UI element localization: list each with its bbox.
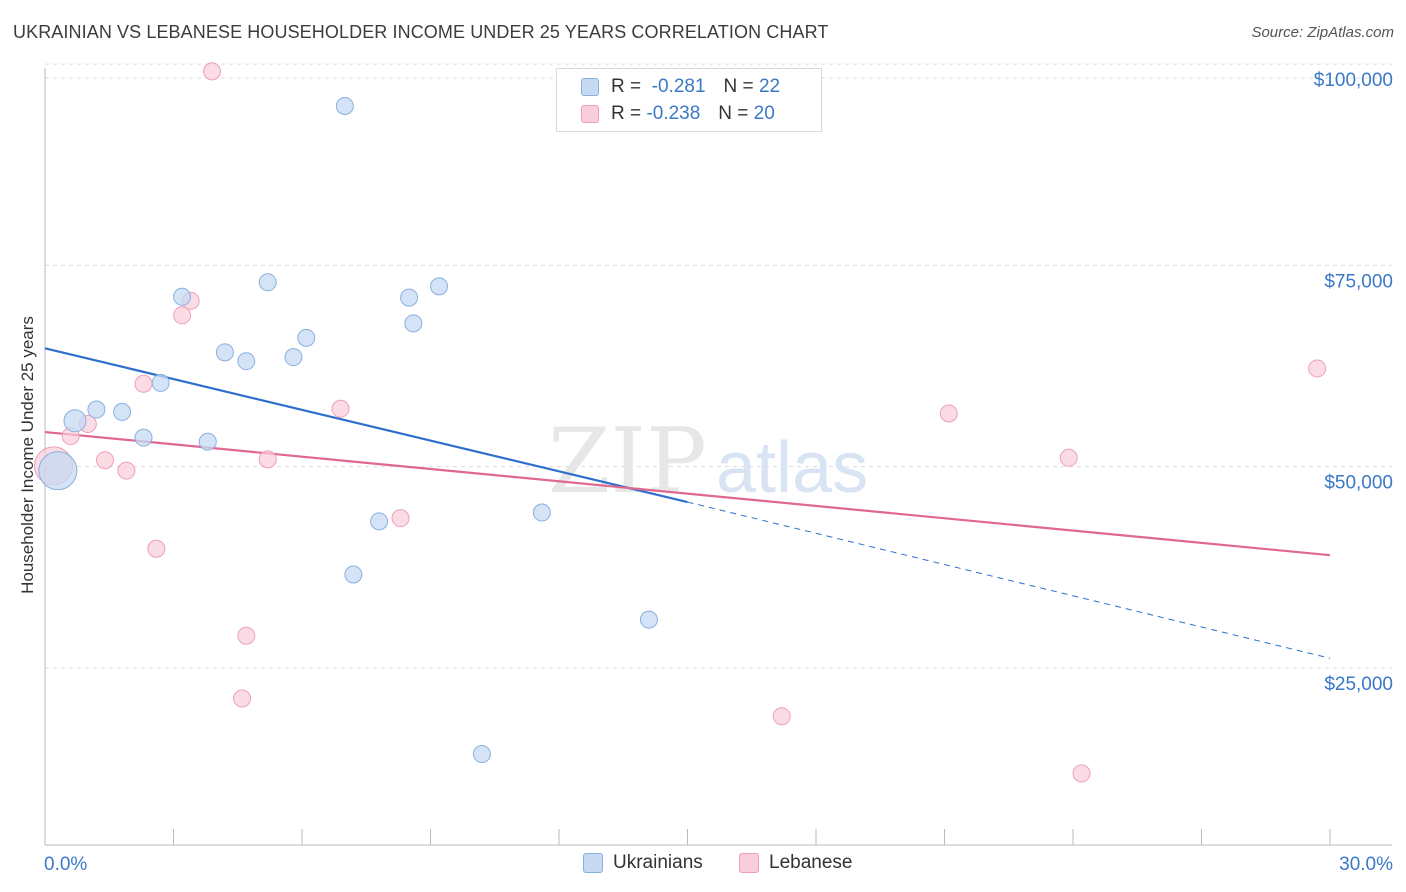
ukrainians-point — [297, 328, 316, 347]
ukrainians-point — [215, 343, 234, 362]
watermark: ZIP atlas — [548, 409, 868, 514]
y-tick-label: $25,000 — [1324, 674, 1393, 695]
watermark-atlas: atlas — [716, 428, 868, 508]
trend-line-ukrainians — [44, 347, 688, 504]
lebanese-point — [331, 399, 350, 418]
source-label: Source: ZipAtlas.com — [1251, 24, 1394, 41]
ukrainians-point — [237, 352, 256, 371]
legend-item-ukrainians[interactable]: Ukrainians — [583, 852, 703, 874]
ukrainians-point — [344, 565, 363, 584]
ukrainians-point — [198, 432, 217, 451]
r-value: -0.281 — [651, 76, 706, 97]
lebanese-point — [1308, 359, 1327, 378]
lebanese-swatch — [581, 105, 599, 123]
stats-row-lebanese: R = -0.238 N = 20 — [581, 101, 775, 127]
ukrainians-swatch — [581, 78, 599, 96]
r-label: R = — [611, 76, 642, 97]
ukrainians-point — [639, 610, 658, 629]
lebanese-point — [203, 62, 222, 81]
y-tick-label: $50,000 — [1324, 473, 1393, 494]
lebanese-point — [772, 707, 791, 726]
n-label: N = — [718, 103, 749, 124]
stats-legend: R = -0.281 N = 22 R = -0.238 N = 20 — [556, 68, 822, 132]
chart-title: UKRAINIAN VS LEBANESE HOUSEHOLDER INCOME… — [13, 22, 829, 42]
y-tick-label: $100,000 — [1314, 70, 1393, 91]
lebanese-point — [95, 451, 114, 470]
y-tick-label: $75,000 — [1324, 271, 1393, 292]
ukrainians-legend-swatch — [583, 853, 603, 873]
n-value: 22 — [758, 76, 781, 97]
ukrainians-point — [370, 512, 389, 531]
legend-label-ukrainians: Ukrainians — [613, 852, 703, 873]
lebanese-point — [134, 374, 153, 393]
r-value: -0.238 — [646, 103, 701, 124]
ukrainians-point — [532, 503, 551, 522]
lebanese-point — [1072, 764, 1091, 783]
ukrainians-point — [335, 97, 354, 116]
n-value: 20 — [753, 103, 775, 124]
lebanese-point — [117, 461, 136, 480]
ukrainians-point — [134, 428, 153, 447]
legend-item-lebanese[interactable]: Lebanese — [739, 852, 852, 874]
trend-layer — [44, 347, 1331, 659]
ukrainians-point — [284, 348, 303, 367]
lebanese-point — [237, 626, 256, 645]
x-tick-label: 30.0% — [1339, 854, 1393, 875]
ukrainians-point — [258, 273, 277, 292]
ukrainians-point — [63, 409, 87, 433]
lebanese-point — [939, 404, 958, 423]
trend-line-lebanese — [44, 430, 1331, 557]
lebanese-point — [173, 306, 192, 325]
ukrainians-point — [430, 277, 449, 296]
watermark-zip: ZIP — [548, 409, 707, 514]
ukrainians-point — [173, 287, 192, 306]
legend-label-lebanese: Lebanese — [769, 852, 853, 873]
lebanese-point — [147, 539, 166, 558]
lebanese-point — [258, 450, 277, 469]
ukrainians-point — [400, 288, 419, 307]
n-label: N = — [723, 76, 754, 97]
tick-label-layer: $25,000 $50,000 $75,000 $100,000 0.0% 30.0% — [44, 70, 1393, 875]
ukrainians-point — [87, 400, 106, 419]
ukrainians-point — [151, 373, 170, 392]
x-tick-label: 0.0% — [44, 854, 87, 875]
ukrainians-point — [38, 451, 78, 491]
points-layer — [34, 62, 1327, 783]
lebanese-point — [1059, 448, 1078, 467]
trend-line-ukrainians-extension — [687, 501, 1331, 659]
y-axis-label: Householder Income Under 25 years — [18, 316, 37, 594]
r-label: R = — [611, 103, 642, 124]
lebanese-legend-swatch — [739, 853, 759, 873]
stats-row-ukrainians: R = -0.281 N = 22 — [581, 74, 780, 100]
series-legend: Ukrainians Lebanese — [0, 852, 1406, 878]
ukrainians-point — [113, 402, 132, 421]
lebanese-point — [233, 689, 252, 708]
lebanese-point — [391, 509, 410, 528]
ukrainians-point — [472, 745, 491, 764]
ukrainians-point — [404, 314, 423, 333]
